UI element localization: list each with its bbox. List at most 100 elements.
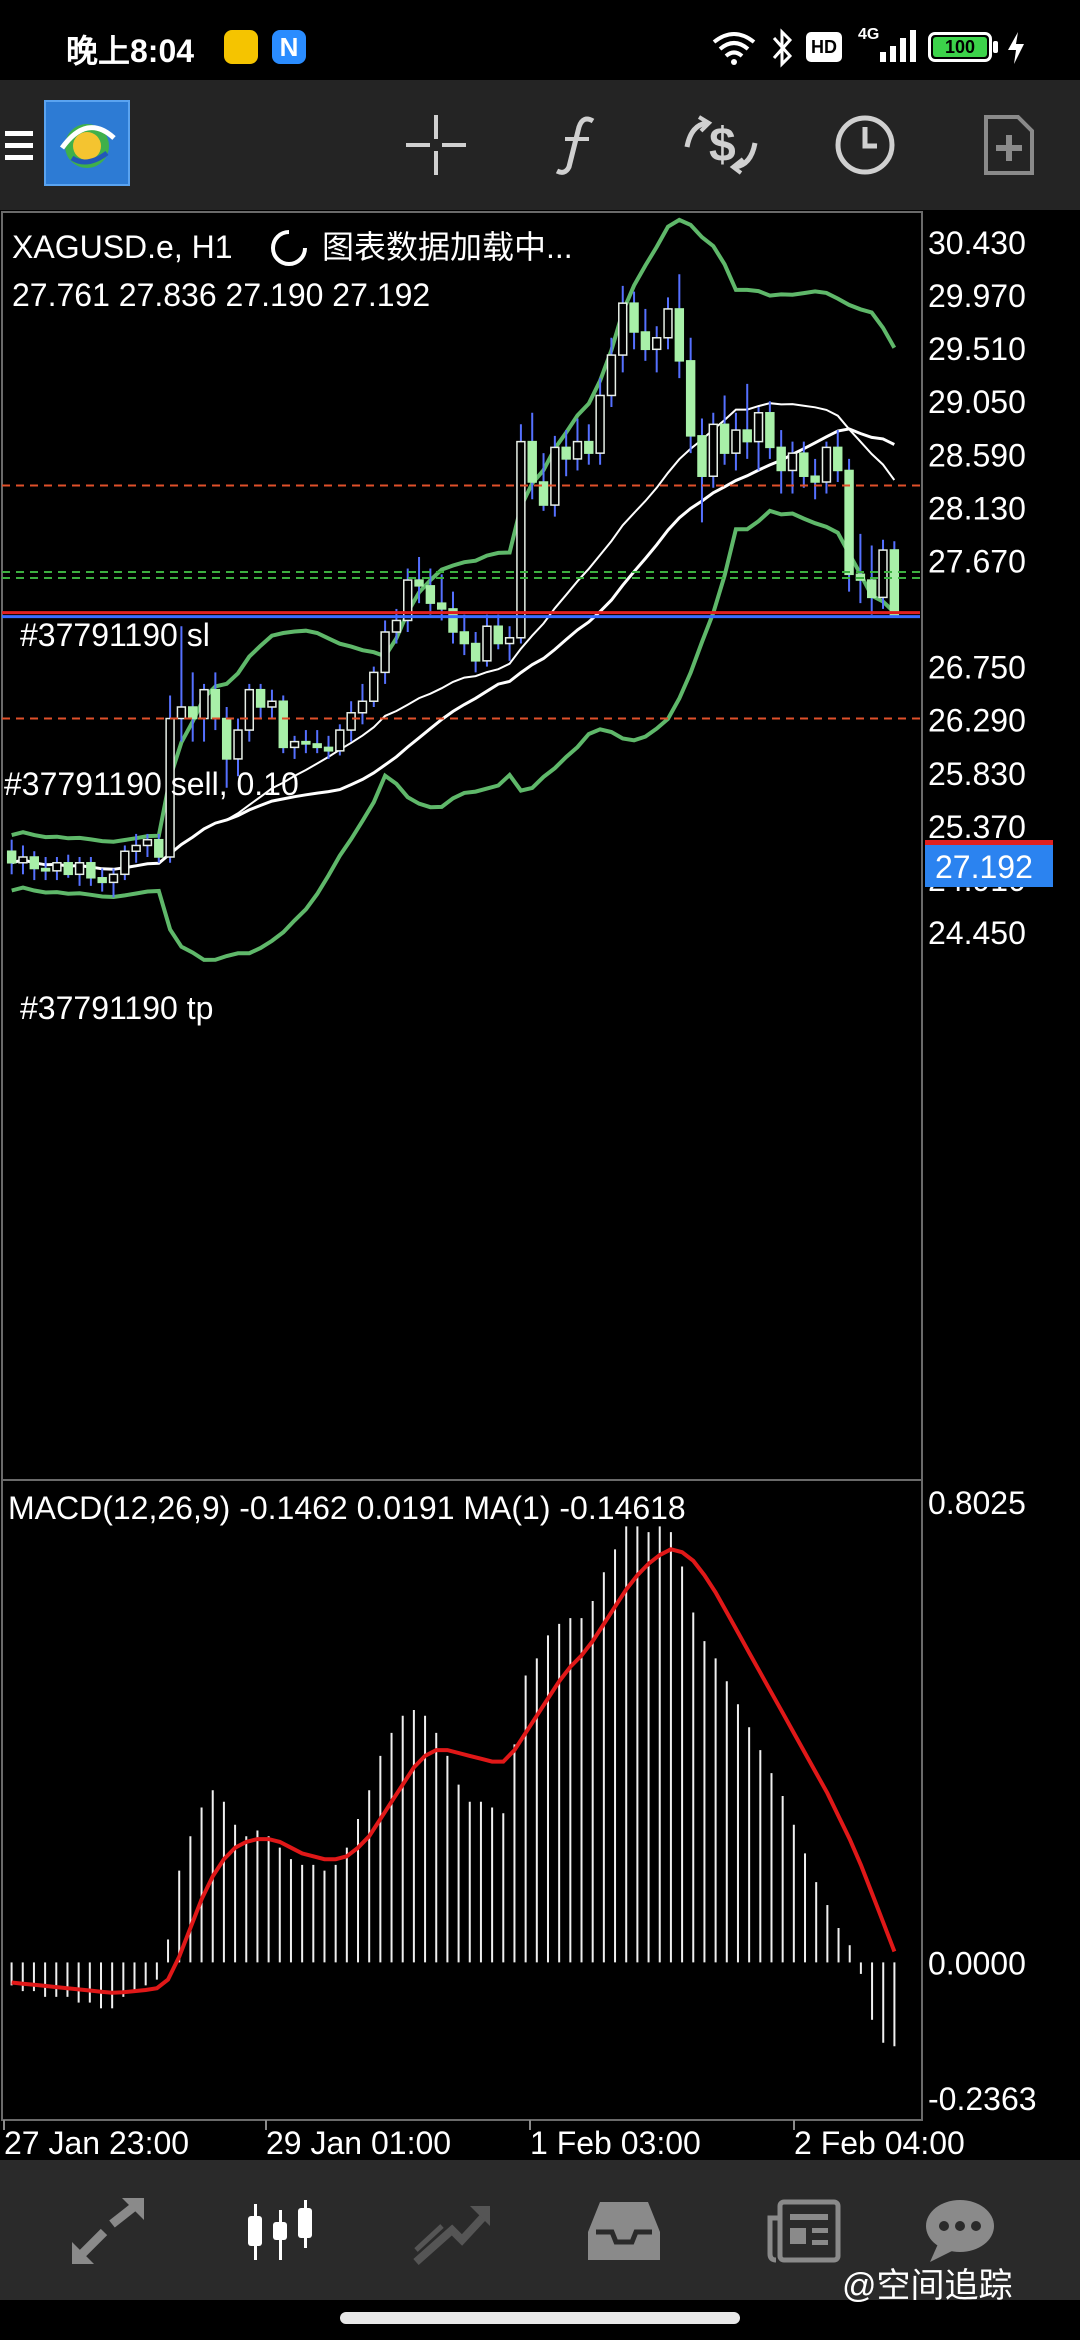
bear-candle (640, 331, 651, 351)
bull-candle (651, 337, 662, 351)
bear-candle (561, 446, 571, 460)
bear-candle (6, 850, 17, 864)
bear-candle (470, 642, 481, 662)
nav-chart[interactable] (220, 2176, 340, 2286)
current-price-box (925, 843, 1053, 887)
bull-candle (731, 429, 741, 454)
bear-candle (674, 308, 685, 362)
nav-news[interactable] (744, 2176, 864, 2286)
new-chart-button[interactable] (956, 92, 1062, 198)
upper-band-line (11, 217, 897, 844)
nav-trade[interactable] (392, 2176, 512, 2286)
time-axis-label: 27 Jan 23:00 (4, 2125, 189, 2160)
price-axis-label: 25.830 (928, 756, 1026, 792)
loading-spinner-icon (271, 229, 308, 266)
new-document-icon (984, 115, 1034, 175)
bull-candle (606, 354, 617, 397)
bear-candle (63, 862, 73, 876)
macd-signal-line (11, 1547, 897, 1995)
bear-candle (188, 706, 198, 720)
price-axis-label: 26.750 (928, 650, 1026, 686)
bear-candle (323, 746, 334, 752)
symbol-timeframe: XAGUSD.e, H1 (12, 229, 233, 265)
price-axis-label: 27.670 (928, 543, 1026, 579)
chart-area[interactable]: 0.8025 0.0000 -0.2363 XAGUSD.e, H1 图表数据加载中… (0, 210, 1080, 2160)
bear-candle (40, 867, 51, 872)
bear-candle (154, 838, 164, 858)
current-price-box-top (925, 840, 1053, 845)
menu-button[interactable] (0, 92, 40, 198)
time-axis-label: 29 Jan 01:00 (266, 2125, 451, 2160)
bear-candle (889, 549, 900, 617)
time-axis-label: 1 Feb 03:00 (530, 2125, 701, 2160)
bear-candle (436, 602, 447, 610)
trade-trend-icon (413, 2206, 490, 2265)
timeframe-button[interactable] (812, 92, 918, 198)
bear-candle (799, 452, 809, 477)
battery-level: 100 (933, 37, 987, 57)
price-axis-label: 30.430 (928, 225, 1026, 261)
price-axis-label: 28.590 (928, 437, 1026, 473)
bear-candle (685, 360, 696, 437)
trade-button[interactable]: $ (668, 92, 774, 198)
current-price-label: 27.192 (935, 849, 1033, 885)
bear-candle (97, 877, 107, 884)
bull-candle (346, 712, 356, 731)
bear-candle (765, 412, 775, 449)
bear-candle (538, 481, 549, 506)
bear-candle (312, 743, 322, 749)
ohlc-values: 27.761 27.836 27.190 27.192 (12, 277, 430, 313)
candlestick-chart-icon (248, 2200, 312, 2260)
battery-cap (993, 41, 998, 53)
metatrader-logo-icon (59, 124, 116, 168)
wifi-icon (712, 32, 756, 65)
macd-axis-label: 0.8025 (928, 1485, 1026, 1521)
bull-candle (18, 856, 28, 864)
price-chart[interactable]: 0.8025 0.0000 -0.2363 XAGUSD.e, H1 图表数据加载中… (0, 210, 1080, 2160)
bear-candle (584, 440, 594, 454)
nav-quotes[interactable] (48, 2176, 168, 2286)
bull-candle (572, 440, 583, 460)
bull-candle (403, 579, 413, 622)
bull-candle (380, 631, 390, 674)
bull-candle (233, 729, 243, 760)
crosshair-icon (406, 115, 466, 175)
bull-candle (120, 850, 130, 876)
toolbar: $ (0, 80, 1080, 210)
status-bar: 晚上8:04 N HD 4G 100 (0, 0, 1080, 80)
price-axis-label: 29.970 (928, 278, 1026, 314)
battery-icon: 100 (928, 32, 992, 62)
indicators-button[interactable] (525, 92, 631, 198)
svg-text:$: $ (709, 119, 736, 172)
macd-frame (1, 1479, 923, 2121)
nav-chat[interactable] (900, 2176, 1020, 2286)
bull-candle (753, 412, 764, 443)
bull-candle (618, 302, 628, 356)
function-icon (555, 116, 595, 175)
bear-candle (776, 446, 786, 472)
price-axis-label: 29.050 (928, 384, 1026, 420)
menu-icon (5, 131, 33, 160)
price-axis-label: 24.450 (928, 915, 1026, 951)
bear-candle (425, 585, 436, 604)
bear-candle (459, 631, 470, 645)
bull-candle (131, 844, 141, 852)
app-notification-icon (224, 30, 258, 64)
gesture-bar[interactable] (340, 2312, 740, 2324)
status-time: 晚上8:04 (66, 33, 195, 69)
bear-candle (833, 446, 843, 472)
bull-candle (595, 394, 605, 454)
macd-axis-label: 0.0000 (928, 1945, 1026, 1981)
bull-candle (357, 700, 368, 714)
bottom-navigation (0, 2160, 1080, 2300)
nav-history[interactable] (564, 2176, 684, 2286)
bear-candle (810, 475, 820, 483)
bull-candle (74, 862, 85, 876)
price-axis-label: 29.510 (928, 331, 1026, 367)
bull-candle (482, 625, 492, 662)
bear-candle (301, 740, 311, 745)
bear-candle (221, 717, 232, 760)
bull-candle (267, 700, 277, 708)
crosshair-button[interactable] (383, 92, 489, 198)
app-logo-button[interactable] (44, 100, 130, 186)
